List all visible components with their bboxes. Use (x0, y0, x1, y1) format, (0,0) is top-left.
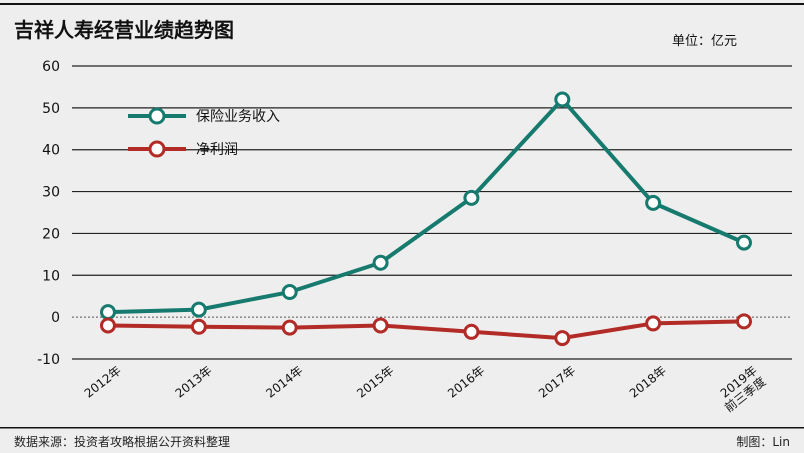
data-point-series-0 (554, 91, 571, 108)
data-point-series-0 (190, 301, 207, 318)
y-tick-label: -10 (37, 352, 60, 368)
y-tick-label: 50 (42, 101, 60, 117)
data-point-series-1 (281, 319, 298, 336)
data-point-series-0 (736, 234, 752, 251)
footer-divider (0, 427, 804, 429)
data-point-series-1 (645, 315, 662, 332)
data-point-series-0 (463, 189, 480, 206)
data-point-series-1 (463, 323, 480, 340)
data-point-series-0 (281, 284, 298, 301)
grid-layer (72, 65, 792, 360)
chart-title: 吉祥人寿经营业绩趋势图 (14, 18, 234, 42)
unit-label: 单位：亿元 (672, 34, 737, 49)
data-point-series-1 (100, 317, 116, 334)
series-line-1 (106, 319, 746, 341)
data-point-series-1 (554, 330, 571, 347)
data-point-series-1 (190, 318, 207, 335)
y-tick-label: 0 (51, 310, 60, 326)
top-border (0, 3, 804, 5)
y-tick-label: 20 (42, 226, 60, 242)
legend-swatch-marker (148, 107, 166, 125)
legend-swatch-marker (148, 140, 166, 158)
y-tick-label: 30 (42, 185, 60, 201)
data-point-series-0 (372, 254, 389, 271)
y-axis-ticks: -10 0 10 20 30 40 50 60 (37, 59, 60, 368)
credit-note: 制图：Lin (736, 435, 790, 449)
y-tick-label: 40 (42, 143, 60, 159)
data-point-series-1 (372, 317, 389, 334)
source-note: 数据来源：投资者攻略根据公开资料整理 (14, 434, 230, 449)
legend-label: 保险业务收入 (196, 109, 280, 125)
series-line-0 (106, 97, 746, 315)
data-point-series-0 (645, 194, 662, 211)
y-tick-label: 10 (42, 268, 60, 284)
y-tick-label: 60 (42, 59, 60, 75)
data-point-series-0 (100, 304, 116, 321)
series-layer (100, 91, 752, 347)
legend-label: 净利润 (196, 142, 238, 158)
data-point-series-1 (736, 313, 752, 330)
